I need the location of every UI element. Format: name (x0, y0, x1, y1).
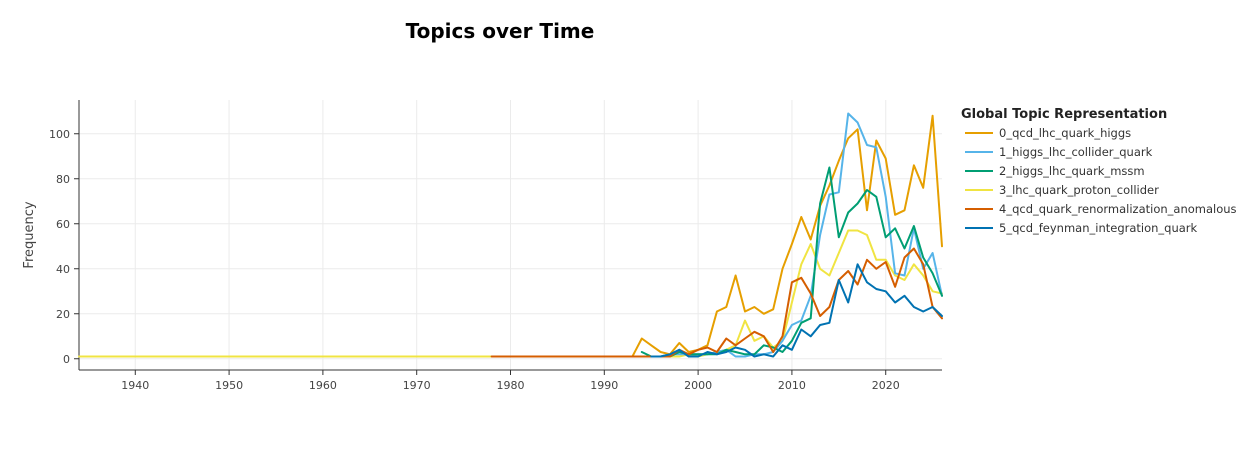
y-tick-label: 40 (56, 263, 70, 276)
x-tick-label: 2020 (872, 379, 900, 392)
legend-label: 0_qcd_lhc_quark_higgs (999, 126, 1131, 140)
legend-title: Global Topic Representation (961, 107, 1167, 122)
series-line-2_higgs_lhc_quark_mssm (640, 166, 943, 358)
x-tick-label: 1980 (497, 379, 525, 392)
series-line-4_qcd_quark_renormalization_anomalous (490, 247, 943, 358)
legend-item[interactable]: 4_qcd_quark_renormalization_anomalous (965, 202, 1237, 216)
series-lines (78, 112, 943, 358)
y-tick-label: 0 (63, 353, 70, 366)
legend-label: 2_higgs_lhc_quark_mssm (999, 164, 1145, 178)
legend-item[interactable]: 5_qcd_feynman_integration_quark (965, 221, 1198, 235)
y-tick-label: 100 (49, 128, 70, 141)
x-tick-label: 1940 (121, 379, 149, 392)
series-line-5_qcd_feynman_integration_quark (650, 263, 943, 358)
chart-title: Topics over Time (406, 19, 595, 43)
legend-items[interactable]: 0_qcd_lhc_quark_higgs 1_higgs_lhc_collide… (965, 126, 1237, 235)
legend-label: 3_lhc_quark_proton_collider (999, 183, 1159, 197)
series-line-0_qcd_lhc_quark_higgs (490, 114, 943, 358)
x-tick-label: 1950 (215, 379, 243, 392)
y-axis-title: Frequency (22, 201, 37, 268)
y-tick-label: 20 (56, 308, 70, 321)
legend[interactable]: Global Topic Representation 0_qcd_lhc_qu… (961, 107, 1237, 235)
axes: 1940 1950 1960 1970 1980 1990 2000 2010 2020 0 20 4… (49, 100, 942, 392)
x-tick-label: 1960 (309, 379, 337, 392)
x-tick-label: 1970 (403, 379, 431, 392)
legend-label: 4_qcd_quark_renormalization_anomalous (999, 202, 1237, 216)
legend-label: 1_higgs_lhc_collider_quark (999, 145, 1153, 159)
x-tick-label: 1990 (590, 379, 618, 392)
y-tick-label: 80 (56, 173, 70, 186)
x-tick-label: 2000 (684, 379, 712, 392)
x-tick-label: 2010 (778, 379, 806, 392)
legend-item[interactable]: 3_lhc_quark_proton_collider (965, 183, 1159, 197)
legend-item[interactable]: 1_higgs_lhc_collider_quark (965, 145, 1153, 159)
y-tick-label: 60 (56, 218, 70, 231)
legend-label: 5_qcd_feynman_integration_quark (999, 221, 1198, 235)
series-line-1_higgs_lhc_collider_quark (659, 112, 943, 358)
legend-item[interactable]: 2_higgs_lhc_quark_mssm (965, 164, 1145, 178)
legend-item[interactable]: 0_qcd_lhc_quark_higgs (965, 126, 1131, 140)
